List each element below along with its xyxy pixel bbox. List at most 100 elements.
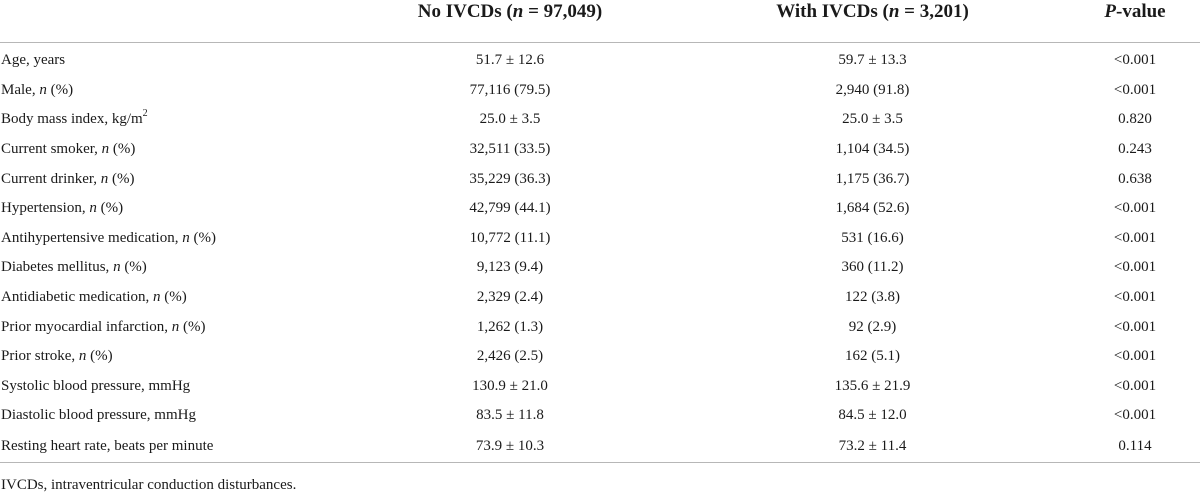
row-label-suffix: (%) — [160, 289, 187, 306]
cell-no-ivcds: 130.9 ± 21.0 — [472, 377, 548, 394]
table-row: Male, n (%) 77,116 (79.5) 2,940 (91.8) <0.0… — [0, 76, 1200, 106]
row-label-italic: n — [78, 348, 87, 365]
cell-no-ivcds: 51.7 ± 12.6 — [475, 52, 545, 69]
cell-no-ivcds: 9,123 (9.4) — [476, 259, 544, 276]
header-with-ivcds-prefix: With IVCDs ( — [776, 1, 889, 22]
row-label-text: Resting heart rate, beats per minute — [1, 437, 214, 454]
table-footnote: IVCDs, intraventricular conduction distu… — [1, 477, 297, 493]
table-row: Current drinker, n (%) 35,229 (36.3) 1,175… — [0, 164, 1200, 194]
row-label: Diastolic blood pressure, mmHg — [0, 401, 345, 431]
row-label-italic: n — [113, 259, 121, 276]
cell-with-ivcds: 531 (16.6) — [841, 229, 904, 246]
cell-p-value: <0.001 — [1113, 407, 1157, 424]
row-label: Resting heart rate, beats per minute — [0, 430, 345, 463]
row-label-suffix: (%) — [108, 170, 135, 187]
cell-no-ivcds: 10,772 (11.1) — [469, 229, 551, 246]
row-label-italic: n — [101, 141, 110, 158]
row-label-text: Prior myocardial infarction, — [1, 318, 172, 335]
cell-p-value: 0.243 — [1118, 141, 1152, 158]
header-p-value: P-value — [1070, 0, 1200, 43]
cell-no-ivcds: 32,511 (33.5) — [469, 141, 551, 158]
table-row: Prior myocardial infarction, n (%) 1,262 … — [0, 312, 1200, 342]
cell-no-ivcds: 83.5 ± 11.8 — [476, 407, 544, 424]
cell-with-ivcds: 1,684 (52.6) — [835, 200, 910, 217]
table-row: Systolic blood pressure, mmHg 130.9 ± 21.… — [0, 372, 1200, 402]
header-p-suffix: -value — [1116, 1, 1166, 22]
row-label-text: Hypertension, — [1, 200, 90, 217]
row-label-suffix: (%) — [179, 318, 206, 335]
table-row: Body mass index, kg/m2 25.0 ± 3.5 25.0 ± 3… — [0, 105, 1200, 135]
row-label-suffix: (%) — [120, 259, 147, 276]
row-label-text: Current smoker, — [1, 141, 102, 158]
cell-p-value: 0.820 — [1118, 111, 1152, 128]
cell-p-value: 0.638 — [1118, 170, 1152, 187]
header-variable — [0, 0, 345, 43]
row-label-suffix: (%) — [86, 348, 113, 365]
table-body: Age, years 51.7 ± 12.6 59.7 ± 13.3 <0.001 Ma… — [0, 43, 1200, 463]
cell-p-value: <0.001 — [1113, 200, 1157, 217]
cell-with-ivcds: 135.6 ± 21.9 — [834, 377, 911, 394]
row-label-italic: n — [182, 229, 190, 246]
cell-with-ivcds: 360 (11.2) — [841, 259, 904, 276]
baseline-characteristics-table: No IVCDs (n = 97,049) With IVCDs (n = 3,… — [0, 0, 1200, 463]
row-label: Current smoker, n (%) — [0, 135, 345, 165]
cell-with-ivcds: 73.2 ± 11.4 — [675, 430, 1070, 463]
table-row: Antihypertensive medication, n (%) 10,772… — [0, 224, 1200, 254]
cell-p-value: <0.001 — [1113, 318, 1157, 335]
table-row: Resting heart rate, beats per minute 73.9… — [0, 430, 1200, 463]
cell-with-ivcds: 59.7 ± 13.3 — [838, 52, 907, 69]
header-with-ivcds: With IVCDs (n = 3,201) — [675, 0, 1070, 43]
row-label-suffix: (%) — [189, 229, 216, 246]
cell-with-ivcds: 162 (5.1) — [845, 348, 900, 365]
row-label: Hypertension, n (%) — [0, 194, 345, 224]
cell-p-value: <0.001 — [1113, 259, 1157, 276]
table-row: Age, years 51.7 ± 12.6 59.7 ± 13.3 <0.001 — [0, 43, 1200, 76]
row-label: Prior stroke, n (%) — [0, 342, 345, 372]
row-label-text: Age, years — [1, 52, 66, 69]
cell-no-ivcds: 73.9 ± 10.3 — [345, 430, 675, 463]
row-label-text: Prior stroke, — [1, 348, 79, 365]
header-row: No IVCDs (n = 97,049) With IVCDs (n = 3,… — [0, 0, 1200, 43]
row-label-suffix: (%) — [46, 81, 74, 98]
table-row: Diabetes mellitus, n (%) 9,123 (9.4) 360 (… — [0, 253, 1200, 283]
row-label: Prior myocardial infarction, n (%) — [0, 312, 345, 342]
row-label-text: Body mass index, kg/m — [1, 111, 143, 128]
row-label: Age, years — [0, 43, 345, 76]
table-row: Current smoker, n (%) 32,511 (33.5) 1,104 … — [0, 135, 1200, 165]
cell-with-ivcds: 25.0 ± 3.5 — [842, 111, 903, 128]
table-row: Antidiabetic medication, n (%) 2,329 (2.4… — [0, 283, 1200, 313]
row-label: Antidiabetic medication, n (%) — [0, 283, 345, 313]
cell-with-ivcds: 122 (3.8) — [845, 289, 900, 306]
cell-p-value: <0.001 — [1113, 348, 1157, 365]
cell-no-ivcds: 77,116 (79.5) — [469, 81, 551, 98]
cell-with-ivcds: 2,940 (91.8) — [835, 81, 910, 98]
cell-p-value: <0.001 — [1113, 229, 1157, 246]
cell-with-ivcds: 84.5 ± 12.0 — [838, 407, 907, 424]
cell-no-ivcds: 1,262 (1.3) — [476, 318, 544, 335]
row-label: Male, n (%) — [0, 76, 345, 106]
row-label-text: Systolic blood pressure, mmHg — [1, 377, 191, 394]
header-no-ivcds-n: n — [512, 1, 524, 22]
header-with-ivcds-suffix: = 3,201) — [899, 1, 969, 22]
row-label-italic: n — [171, 318, 180, 335]
row-label-text: Male, — [1, 81, 40, 98]
row-label: Antihypertensive medication, n (%) — [0, 224, 345, 254]
cell-with-ivcds: 1,104 (34.5) — [835, 141, 910, 158]
cell-p-value: 0.114 — [1070, 430, 1200, 463]
row-label: Body mass index, kg/m2 — [0, 105, 345, 135]
row-label-text: Antidiabetic medication, — [1, 289, 154, 306]
row-label-suffix: (%) — [96, 200, 124, 217]
row-label-text: Current drinker, — [1, 170, 101, 187]
cell-with-ivcds: 92 (2.9) — [848, 318, 897, 335]
row-label-italic: n — [89, 200, 97, 217]
header-with-ivcds-n: n — [888, 1, 900, 22]
table-header: No IVCDs (n = 97,049) With IVCDs (n = 3,… — [0, 0, 1200, 43]
row-label-superscript: 2 — [142, 108, 148, 120]
row-label-text: Antihypertensive medication, — [1, 229, 183, 246]
cell-no-ivcds: 25.0 ± 3.5 — [479, 111, 541, 128]
table-row: Diastolic blood pressure, mmHg 83.5 ± 11.… — [0, 401, 1200, 431]
cell-p-value: <0.001 — [1113, 81, 1157, 98]
row-label-italic: n — [153, 289, 161, 306]
cell-p-value: <0.001 — [1113, 377, 1157, 394]
